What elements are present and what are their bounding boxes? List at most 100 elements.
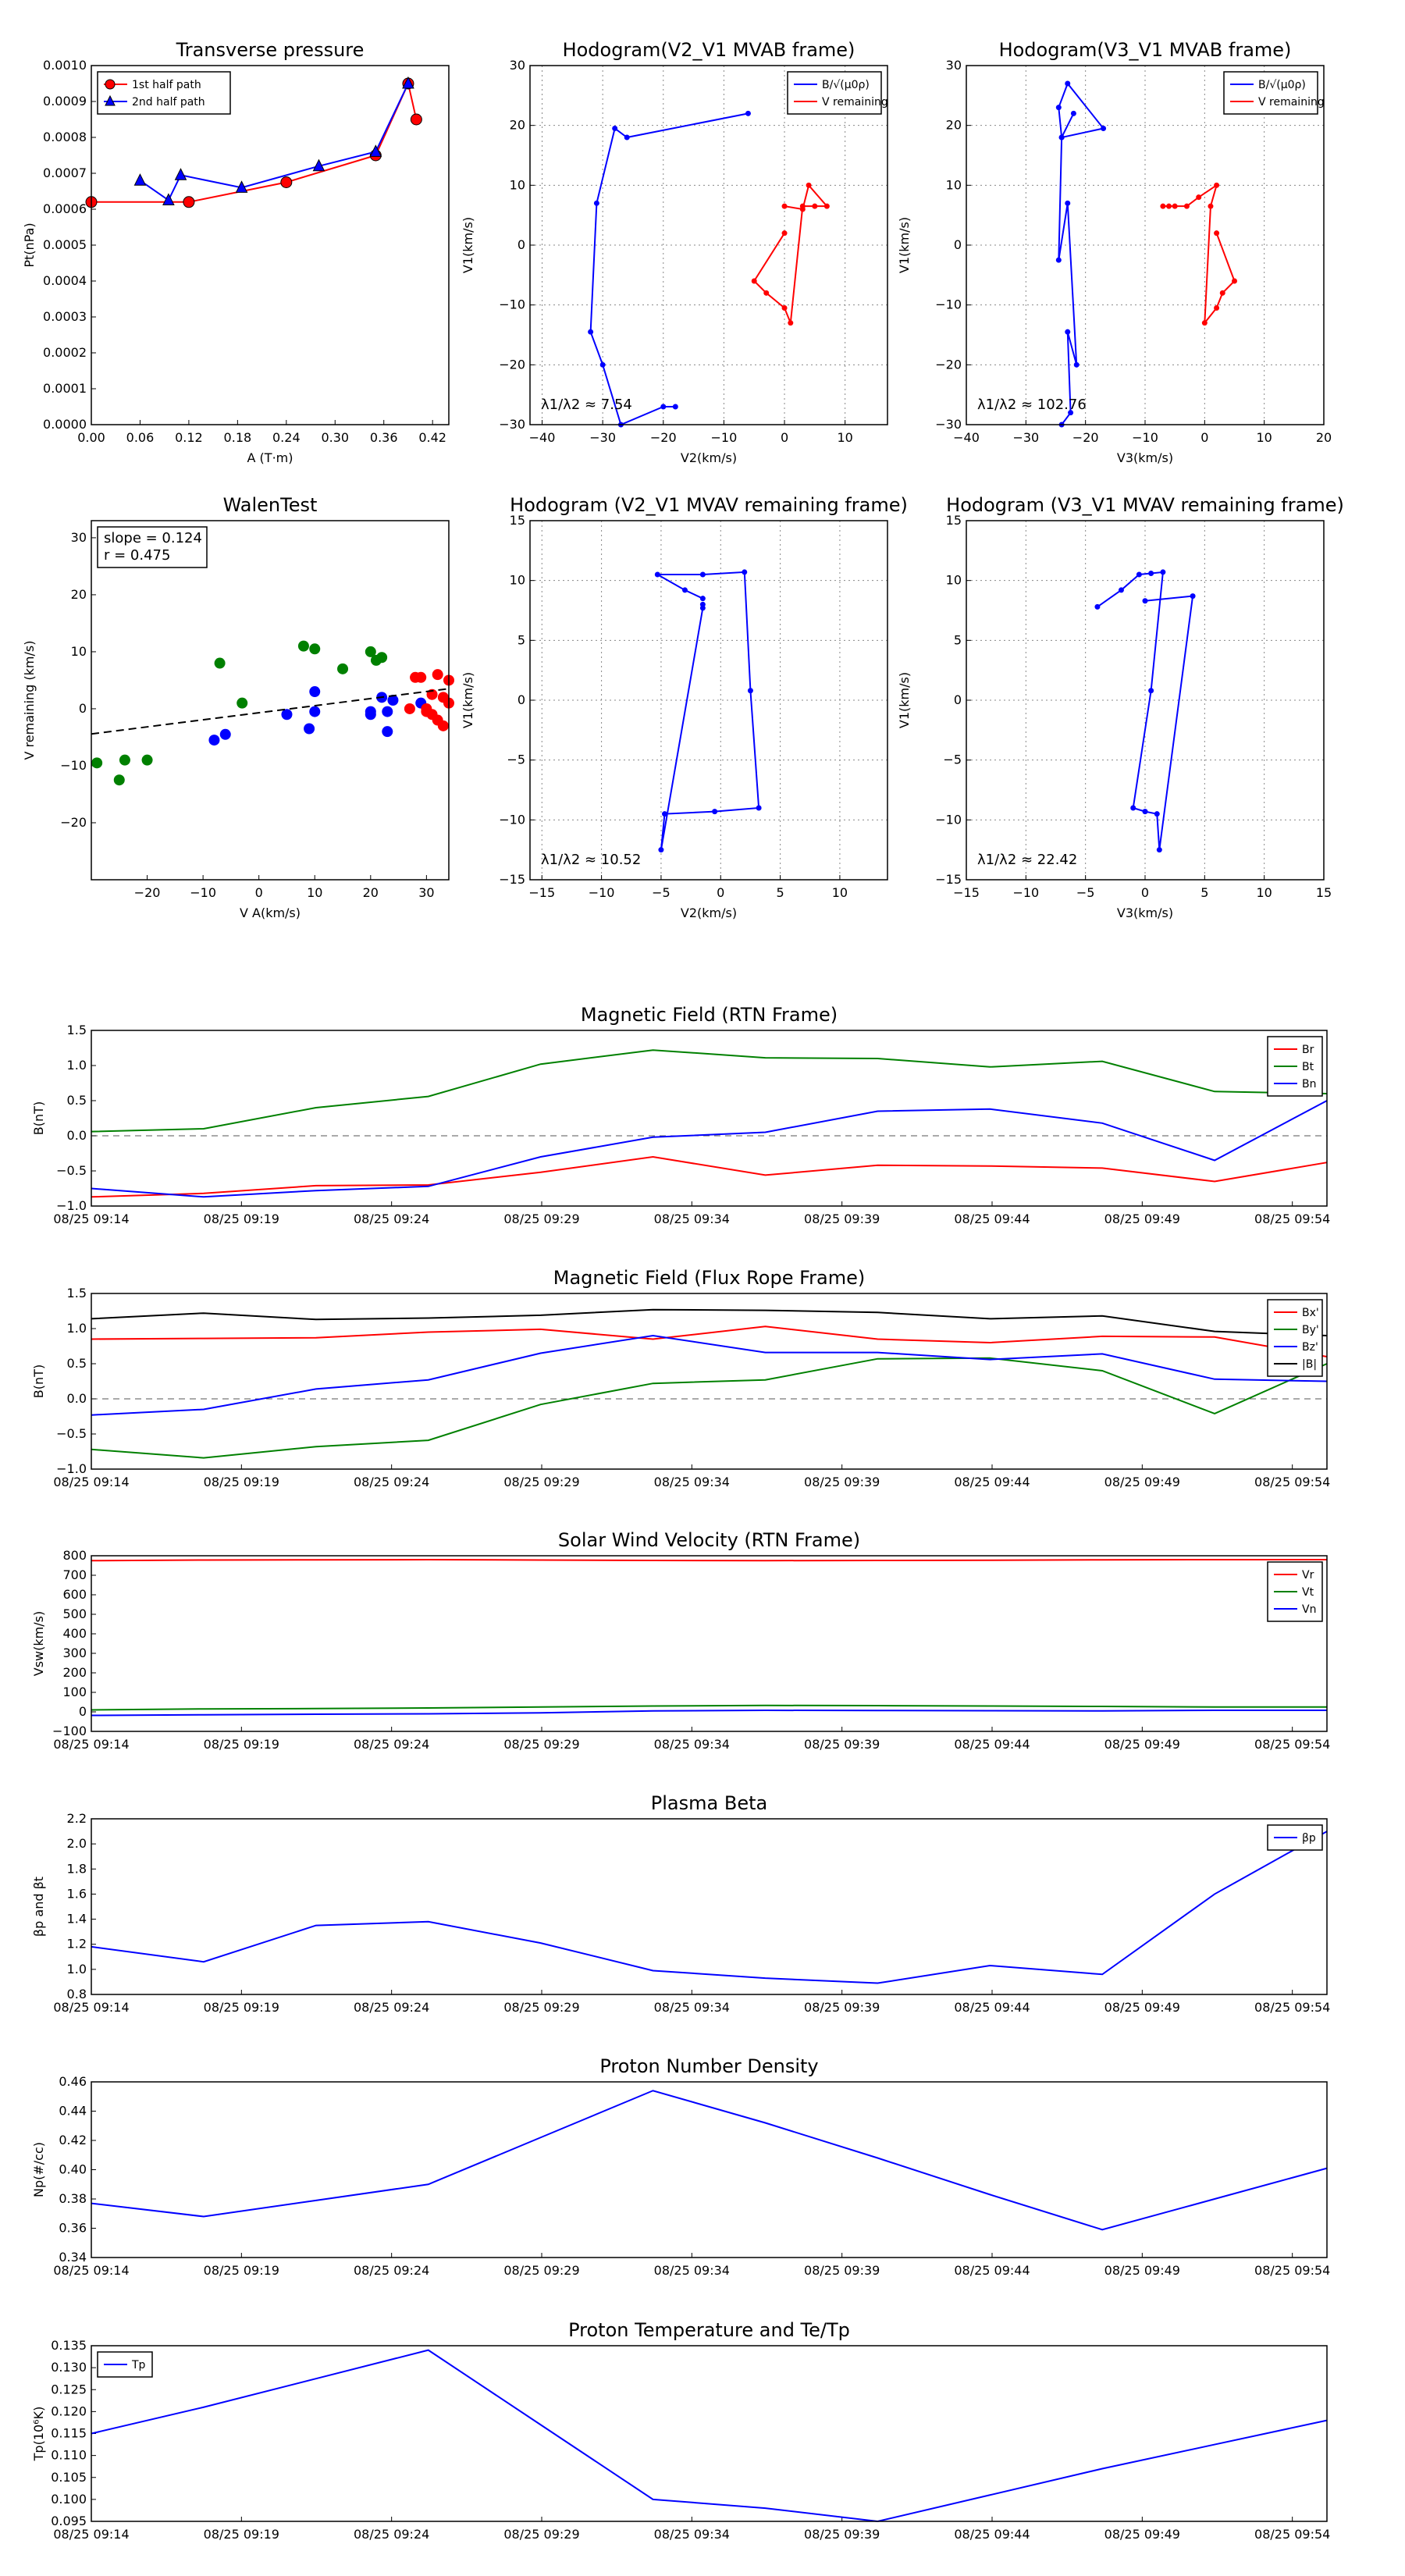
x-tick-label: 10 [1256,885,1272,900]
data-point [402,76,414,89]
plot-frame [91,2081,1328,2258]
data-point [1142,809,1148,815]
plot-frame [91,1293,1328,1470]
x-tick-label: 08/25 09:44 [954,2263,1030,2278]
data-point [337,663,349,674]
x-tick-label: 08/25 09:39 [804,1212,880,1226]
data-point [763,290,770,296]
x-tick-label: 10 [1256,430,1272,445]
x-tick-label: 08/25 09:49 [1104,2263,1180,2278]
x-tick-label: 08/25 09:19 [204,2263,279,2278]
data-point [365,709,376,720]
y-tick-label: −30 [499,417,525,432]
y-tick-label: 10 [71,644,87,659]
x-tick-label: 10 [832,885,848,900]
data-point [747,688,753,694]
legend-marker [105,94,116,106]
data-point [699,596,706,602]
x-tick-label: 08/25 09:44 [954,1737,1030,1752]
x-tick-label: 08/25 09:34 [654,1737,730,1752]
plot-frame [91,1818,1328,1995]
x-tick-label: 0.06 [126,430,155,445]
plot-frame [91,520,450,881]
data-point [806,182,812,188]
x-tick-label: 08/25 09:39 [804,1737,880,1752]
y-axis-label: B(nT) [31,1101,46,1135]
legend-label: 2nd half path [132,96,205,109]
data-point [1065,80,1071,87]
y-tick-label: 0.0010 [43,58,87,73]
data-point [141,754,153,766]
y-tick-label: 0 [518,237,525,252]
eigen-ratio-label: λ1/λ2 ≈ 7.54 [541,397,632,413]
series-line [91,1155,1328,1198]
legend-label: Bn [1302,1078,1316,1091]
x-axis-label: V2(km/s) [681,906,737,920]
y-tick-label: 0.0000 [43,417,87,432]
x-tick-label: 08/25 09:19 [204,1737,279,1752]
y-tick-label: −15 [935,872,962,887]
data-point [1166,203,1172,209]
data-point [599,361,606,368]
y-tick-label: 5 [518,632,525,647]
x-tick-label: 08/25 09:49 [1104,1212,1180,1226]
x-tick-label: 08/25 09:29 [503,1737,579,1752]
y-tick-label: −20 [935,357,962,372]
x-tick-label: 10 [837,430,852,445]
data-point [1118,587,1124,593]
series-line [654,571,760,850]
y-tick-label: 0.42 [59,2133,87,2147]
data-point [1058,134,1065,141]
chart-h3: Hodogram (V2_V1 MVAV remaining frame)−15… [461,494,908,920]
x-tick-label: 0 [255,885,263,900]
series-v-remaining [1160,182,1237,326]
y-tick-label: 0.46 [59,2074,87,2089]
data-point [235,180,248,193]
data-point [1101,126,1107,131]
chart-title: WalenTest [223,494,318,516]
x-tick-label: 0.24 [272,430,301,445]
x-tick-label: 08/25 09:54 [1254,1212,1330,1226]
x-tick-label: 08/25 09:49 [1104,1475,1180,1489]
y-tick-label: 15 [946,513,962,528]
x-tick-label: 08/25 09:29 [503,2263,579,2278]
x-tick-label: 08/25 09:14 [53,1212,129,1226]
series-br [91,1155,1328,1198]
y-tick-label: 0.34 [59,2250,87,2265]
data-point [1232,278,1237,284]
series-line [91,1704,1327,1711]
x-tick-label: 08/25 09:24 [354,1737,429,1752]
x-tick-label: −10 [1132,430,1158,445]
y-tick-label: 0.130 [51,2360,87,2375]
y-tick-label: 20 [946,118,962,133]
data-point [1068,410,1074,416]
y-tick-label: 0.115 [51,2426,87,2441]
axis-ticks: 08/25 09:14 08/25 09:19 08/25 09:24 08/25 0… [53,2074,1330,2278]
data-point [781,203,788,209]
data-point [742,569,748,575]
legend-label: Tp [131,2359,146,2371]
x-tick-label: 08/25 09:49 [1104,2527,1180,2542]
series-0 [91,2090,1328,2231]
x-tick-label: 08/25 09:14 [53,2263,129,2278]
y-tick-label: −5 [507,753,525,767]
series-bt [91,1049,1328,1133]
legend: B/√(μ0ρ) V remaining [787,71,888,115]
legend-label: |B| [1302,1358,1317,1371]
data-point [309,686,321,698]
series-0 [91,640,388,786]
x-tick-label: 08/25 09:14 [53,1475,129,1489]
plot-frame [966,520,1325,881]
y-tick-label: 20 [71,587,87,602]
axis-ticks: 08/25 09:14 08/25 09:19 08/25 09:24 08/25 0… [53,1023,1330,1226]
x-tick-label: −20 [1072,430,1099,445]
y-tick-label: 0 [954,692,962,707]
y-tick-label: 10 [510,573,525,588]
y-axis-label: V1(km/s) [461,217,475,273]
chart-title: Magnetic Field (RTN Frame) [581,1004,838,1026]
series-0 [654,569,762,853]
